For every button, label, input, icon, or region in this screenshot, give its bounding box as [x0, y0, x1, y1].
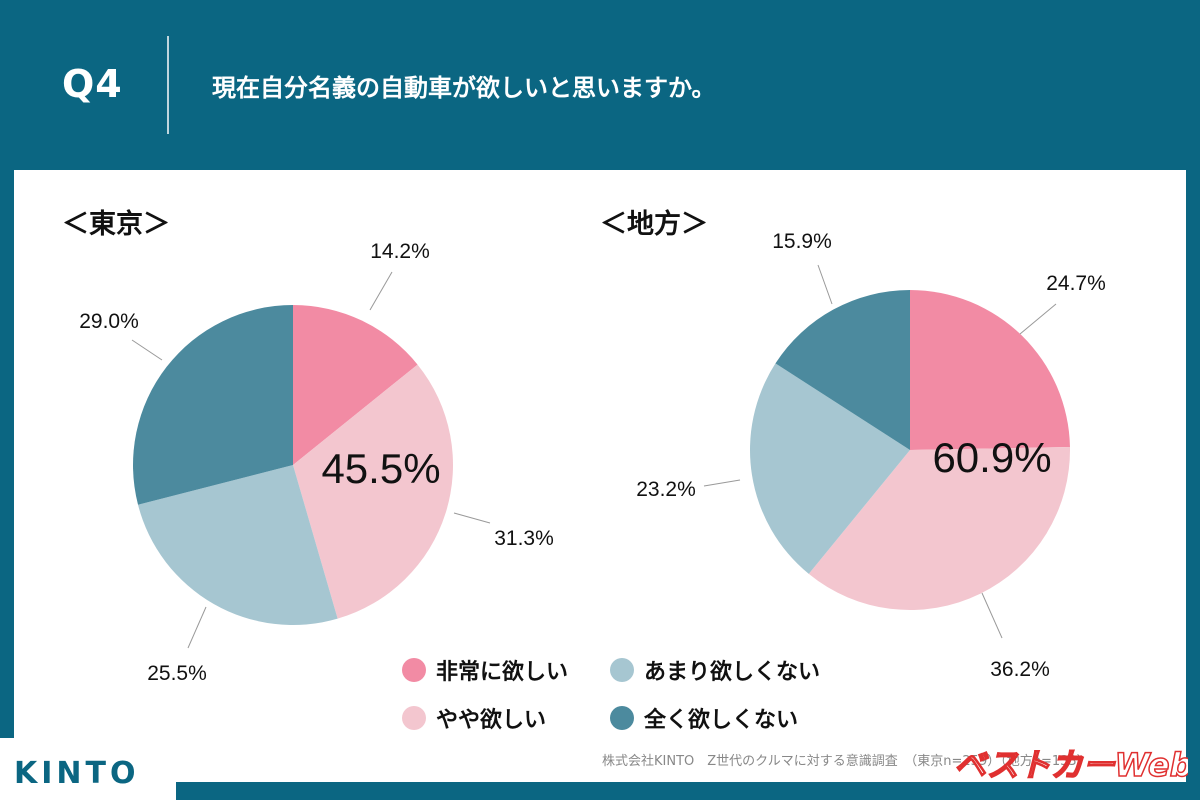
- data-label-tokyo-somewhat-want: 31.3%: [494, 527, 554, 550]
- legend-swatch-somewhat-want: [402, 706, 426, 730]
- pie-slice-tokyo-not-at-all: [133, 305, 293, 505]
- leader-line-tokyo-not-much: [187, 606, 207, 649]
- leader-line-tokyo-not-at-all: [131, 339, 163, 361]
- watermark-text: ベストカーWeb: [954, 746, 1188, 784]
- data-label-regional-very-want: 24.7%: [1046, 272, 1106, 295]
- leader-line-tokyo-somewhat-want: [453, 512, 491, 524]
- pie-slice-tokyo-very-want: [293, 305, 418, 465]
- question-number: Q4: [62, 62, 123, 106]
- legend-item-very-want: 非常に欲しい: [402, 654, 568, 686]
- leader-line-regional-somewhat-want: [981, 592, 1003, 639]
- legend-label-somewhat-want: やや欲しい: [436, 708, 547, 733]
- pie-slice-regional-not-at-all: [775, 290, 910, 450]
- leader-line-regional-very-want: [1019, 303, 1057, 335]
- pie-charts: 14.2% 31.3% 25.5% 29.0% 45.5% 24.7% 36.2% 23.2%…: [79, 230, 1106, 685]
- legend-item-not-at-all: 全く欲しくない: [610, 702, 798, 734]
- chart-panel: ＜東京＞ ＜地方＞ 14.2% 31.3% 25.5% 29.0% 45.5% 24.7%…: [14, 170, 1186, 782]
- data-label-tokyo-not-at-all: 29.0%: [79, 310, 139, 333]
- watermark-logo: ベストカーWeb: [953, 745, 1188, 785]
- center-total-tokyo: 45.5%: [321, 445, 440, 492]
- tokyo-title: ＜東京＞: [62, 209, 170, 240]
- legend-swatch-not-at-all: [610, 706, 634, 730]
- legend-swatch-not-much: [610, 658, 634, 682]
- leader-line-tokyo-very-want: [369, 271, 393, 311]
- data-label-regional-not-at-all: 15.9%: [772, 230, 832, 253]
- center-total-regional: 60.9%: [932, 434, 1051, 481]
- pie-slice-tokyo-somewhat-want: [293, 364, 453, 619]
- legend-item-somewhat-want: やや欲しい: [402, 702, 546, 734]
- legend-label-very-want: 非常に欲しい: [436, 660, 569, 685]
- pie-slice-regional-somewhat-want: [808, 446, 1070, 611]
- leader-line-regional-not-at-all: [817, 264, 833, 305]
- regional-title: ＜地方＞: [600, 209, 708, 240]
- header-divider: [167, 36, 169, 134]
- pie-slice-regional-very-want: [910, 290, 1070, 450]
- brand-logo: KINTO: [14, 756, 140, 791]
- leader-line-regional-not-much: [703, 479, 741, 487]
- data-label-tokyo-very-want: 14.2%: [370, 240, 430, 263]
- legend-label-not-at-all: 全く欲しくない: [644, 708, 799, 733]
- data-label-regional-somewhat-want: 36.2%: [990, 658, 1050, 681]
- legend-swatch-very-want: [402, 658, 426, 682]
- header: Q4 現在自分名義の自動車が欲しいと思いますか。: [0, 0, 1200, 170]
- legend-label-not-much: あまり欲しくない: [644, 660, 821, 685]
- data-label-regional-not-much: 23.2%: [636, 478, 696, 501]
- legend-item-not-much: あまり欲しくない: [610, 654, 820, 686]
- pie-slice-tokyo-not-much: [138, 465, 338, 625]
- brand-tab: [0, 738, 176, 800]
- pie-slice-regional-not-much: [750, 363, 910, 574]
- question-text: 現在自分名義の自動車が欲しいと思いますか。: [212, 74, 716, 102]
- data-label-tokyo-not-much: 25.5%: [147, 662, 207, 685]
- source-note: 株式会社KINTO Z世代のクルマに対する意識調査 （東京n=259）（地方n=…: [602, 754, 1090, 769]
